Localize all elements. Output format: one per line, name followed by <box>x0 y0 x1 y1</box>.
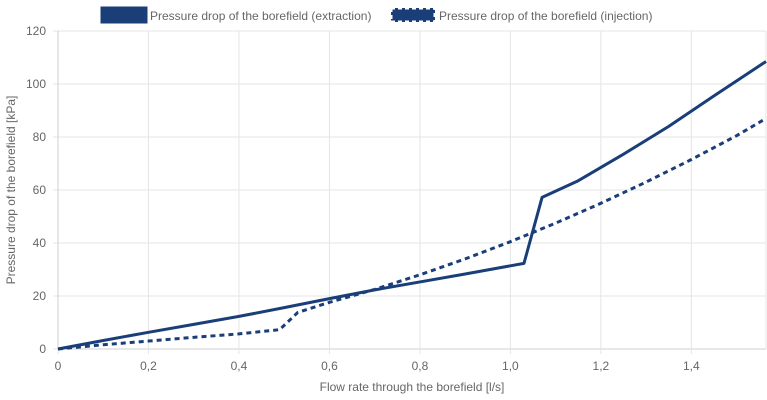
grid <box>53 30 767 354</box>
series-line-injection <box>57 117 767 351</box>
tick-labels: 0 20 40 60 80 100 120 0 0,2 0,4 0,6 0,8 1,0 1,2 1,4 <box>26 24 700 373</box>
x-tick-label: 0,2 <box>140 359 157 373</box>
x-tick-label: 0,4 <box>231 359 248 373</box>
y-tick-label: 100 <box>26 77 46 91</box>
x-tick-label: 1,4 <box>683 359 700 373</box>
y-tick-label: 60 <box>33 183 47 197</box>
y-axis-title: Pressure drop of the borefield [kPa] <box>4 96 18 285</box>
series-line-extraction <box>57 60 767 351</box>
x-tick-label: 1,0 <box>502 359 519 373</box>
x-tick-label: 0 <box>55 359 62 373</box>
x-tick-label: 0,8 <box>412 359 429 373</box>
x-tick-label: 0,6 <box>321 359 338 373</box>
legend: Pressure drop of the borefield (extracti… <box>100 6 652 24</box>
x-tick-label: 1,2 <box>593 359 610 373</box>
y-tick-label: 40 <box>33 236 47 250</box>
y-tick-label: 0 <box>39 342 46 356</box>
series-layer <box>57 60 767 351</box>
y-tick-label: 120 <box>26 24 46 38</box>
legend-label-injection: Pressure drop of the borefield (injectio… <box>439 9 652 23</box>
y-tick-label: 80 <box>33 130 47 144</box>
y-tick-label: 20 <box>33 289 47 303</box>
legend-swatch-extraction <box>100 6 148 24</box>
x-axis-title: Flow rate through the borefield [l/s] <box>320 380 505 394</box>
legend-swatch-injection <box>389 6 437 24</box>
legend-label-extraction: Pressure drop of the borefield (extracti… <box>150 9 371 23</box>
